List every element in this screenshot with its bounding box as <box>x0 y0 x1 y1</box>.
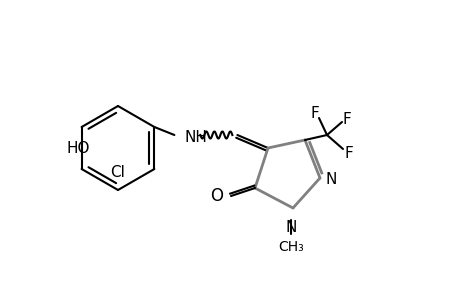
Text: CH₃: CH₃ <box>278 240 303 254</box>
Text: N: N <box>325 172 336 188</box>
Text: HO: HO <box>67 141 90 156</box>
Text: F: F <box>310 106 319 121</box>
Text: F: F <box>342 112 351 127</box>
Text: N: N <box>285 220 296 235</box>
Text: Cl: Cl <box>110 165 125 180</box>
Text: NH: NH <box>184 130 207 145</box>
Text: F: F <box>344 146 353 160</box>
Text: O: O <box>210 187 223 205</box>
